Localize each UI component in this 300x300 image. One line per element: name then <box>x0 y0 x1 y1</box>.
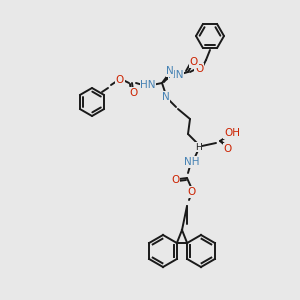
Text: O: O <box>130 88 138 98</box>
Text: O: O <box>195 64 203 74</box>
Text: NH: NH <box>184 157 200 167</box>
Text: O: O <box>116 75 124 85</box>
Text: N: N <box>162 92 170 102</box>
Text: O: O <box>171 175 179 185</box>
Text: N: N <box>166 66 174 76</box>
Text: O: O <box>224 144 232 154</box>
Text: O: O <box>190 57 198 67</box>
Text: HN: HN <box>140 80 156 90</box>
Text: H: H <box>195 142 201 152</box>
Text: HN: HN <box>168 70 184 80</box>
Text: O: O <box>188 187 196 197</box>
Text: OH: OH <box>224 128 240 138</box>
